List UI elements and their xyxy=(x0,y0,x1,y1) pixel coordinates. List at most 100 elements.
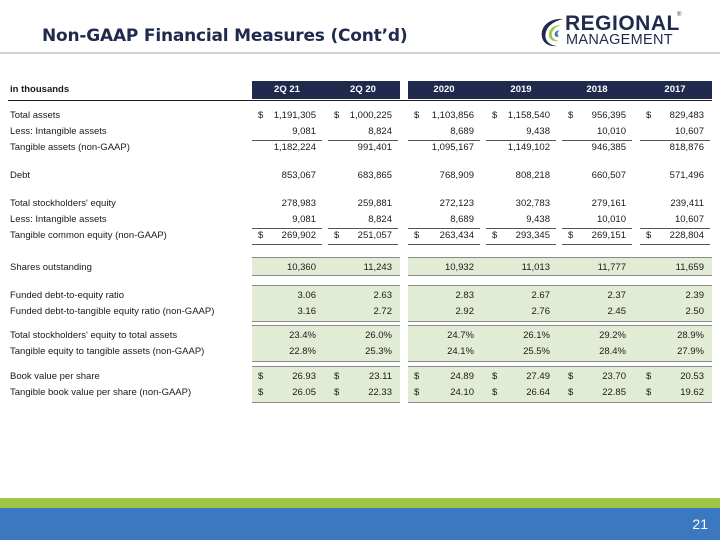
column-header-3: 2019 xyxy=(510,84,532,95)
cell-5-0: 9,081 xyxy=(292,214,316,225)
dollar-sign: $ xyxy=(334,387,340,398)
cell-12-0: 26.93 xyxy=(292,371,316,382)
cell-9-4: 2.45 xyxy=(607,306,627,317)
cell-8-2: 2.83 xyxy=(455,290,475,301)
subtotal-underline-1-3 xyxy=(486,228,556,229)
shaded-band-q-0 xyxy=(252,257,400,276)
cell-11-1: 25.3% xyxy=(365,346,392,357)
cell-9-0: 3.16 xyxy=(297,306,317,317)
cell-5-1: 8,824 xyxy=(368,214,392,225)
row-label-6: Tangible common equity (non-GAAP) xyxy=(10,230,167,241)
row-label-13: Tangible book value per share (non-GAAP) xyxy=(10,387,192,398)
row-label-8: Funded debt-to-equity ratio xyxy=(10,290,125,301)
page-number: 21 xyxy=(692,516,708,532)
subtotal-underline-2-1 xyxy=(328,244,398,245)
subtotal-underline-2-2 xyxy=(408,244,480,245)
cell-0-1: 1,000,225 xyxy=(349,110,392,121)
cell-8-3: 2.67 xyxy=(531,290,551,301)
dollar-sign: $ xyxy=(334,230,340,241)
header-underline xyxy=(8,100,712,101)
cell-3-0: 853,067 xyxy=(281,170,316,181)
cell-1-2: 8,689 xyxy=(450,126,474,137)
cell-7-4: 11,777 xyxy=(597,262,626,273)
cell-11-0: 22.8% xyxy=(289,346,316,357)
shaded-band-y-1 xyxy=(408,285,712,322)
cell-13-0: 26.05 xyxy=(292,387,316,398)
dollar-sign: $ xyxy=(568,371,574,382)
column-header-4: 2018 xyxy=(586,84,608,95)
cell-9-5: 2.50 xyxy=(685,306,705,317)
dollar-sign: $ xyxy=(568,110,574,121)
dollar-sign: $ xyxy=(492,387,498,398)
subtotal-underline-1-2 xyxy=(408,228,480,229)
cell-4-3: 302,783 xyxy=(515,198,550,209)
cell-5-5: 10,607 xyxy=(674,214,704,225)
cell-13-3: 26.64 xyxy=(526,387,550,398)
regional-management-logo: REGIONAL ® MANAGEMENT xyxy=(537,12,687,48)
cell-6-2: 263,434 xyxy=(439,230,474,241)
cell-2-2: 1,095,167 xyxy=(431,142,474,153)
subtotal-underline-1-0 xyxy=(252,228,322,229)
header-bar-years xyxy=(408,81,712,99)
cell-7-3: 11,013 xyxy=(521,262,550,273)
cell-5-4: 10,010 xyxy=(596,214,626,225)
footer-green-band xyxy=(0,498,720,508)
cell-1-5: 10,607 xyxy=(674,126,704,137)
column-header-1: 2Q 20 xyxy=(350,84,376,95)
dollar-sign: $ xyxy=(646,110,652,121)
title-divider xyxy=(0,52,720,54)
row-label-10: Total stockholders' equity to total asse… xyxy=(10,330,178,341)
cell-1-4: 10,010 xyxy=(596,126,626,137)
subtotal-underline-1-5 xyxy=(640,228,710,229)
footer-blue-band xyxy=(0,508,720,540)
cell-8-5: 2.39 xyxy=(685,290,705,301)
cell-0-4: 956,395 xyxy=(591,110,626,121)
subtotal-underline-0-5 xyxy=(640,140,710,141)
dollar-sign: $ xyxy=(568,230,574,241)
row-label-0: Total assets xyxy=(10,110,61,121)
cell-0-5: 829,483 xyxy=(669,110,704,121)
cell-3-1: 683,865 xyxy=(357,170,392,181)
cell-12-2: 24.89 xyxy=(450,371,474,382)
cell-1-3: 9,438 xyxy=(526,126,550,137)
shaded-band-q-1 xyxy=(252,285,400,322)
cell-3-5: 571,496 xyxy=(669,170,704,181)
cell-4-2: 272,123 xyxy=(439,198,474,209)
dollar-sign: $ xyxy=(646,371,652,382)
cell-7-0: 10,360 xyxy=(286,262,316,273)
dollar-sign: $ xyxy=(414,230,420,241)
row-label-5: Less: Intangible assets xyxy=(10,214,107,225)
cell-12-3: 27.49 xyxy=(526,371,550,382)
cell-8-0: 3.06 xyxy=(297,290,317,301)
dollar-sign: $ xyxy=(492,230,498,241)
dollar-sign: $ xyxy=(492,371,498,382)
shaded-band-q-3 xyxy=(252,366,400,403)
shaded-band-y-3 xyxy=(408,366,712,403)
cell-4-1: 259,881 xyxy=(357,198,392,209)
row-label-9: Funded debt-to-tangible equity ratio (no… xyxy=(10,306,215,317)
dollar-sign: $ xyxy=(258,387,264,398)
row-label-4: Total stockholders' equity xyxy=(10,198,116,209)
cell-3-3: 808,218 xyxy=(515,170,550,181)
cell-6-3: 293,345 xyxy=(515,230,550,241)
cell-10-3: 26.1% xyxy=(523,330,550,341)
row-label-1: Less: Intangible assets xyxy=(10,126,107,137)
cell-10-4: 29.2% xyxy=(599,330,626,341)
shaded-band-y-0 xyxy=(408,257,712,276)
logo-wordmark-management: MANAGEMENT xyxy=(566,32,673,48)
column-header-2: 2020 xyxy=(433,84,455,95)
cell-13-1: 22.33 xyxy=(368,387,392,398)
dollar-sign: $ xyxy=(334,371,340,382)
unit-label: in thousands xyxy=(10,84,70,95)
cell-7-1: 11,243 xyxy=(363,262,392,273)
cell-6-4: 269,151 xyxy=(591,230,626,241)
dollar-sign: $ xyxy=(258,230,264,241)
cell-6-1: 251,057 xyxy=(357,230,392,241)
row-label-3: Debt xyxy=(10,170,31,181)
cell-13-5: 19.62 xyxy=(680,387,704,398)
cell-2-3: 1,149,102 xyxy=(507,142,550,153)
logo-registered-mark: ® xyxy=(677,12,682,18)
dollar-sign: $ xyxy=(258,110,264,121)
shaded-band-q-2 xyxy=(252,325,400,362)
subtotal-underline-0-0 xyxy=(252,140,322,141)
